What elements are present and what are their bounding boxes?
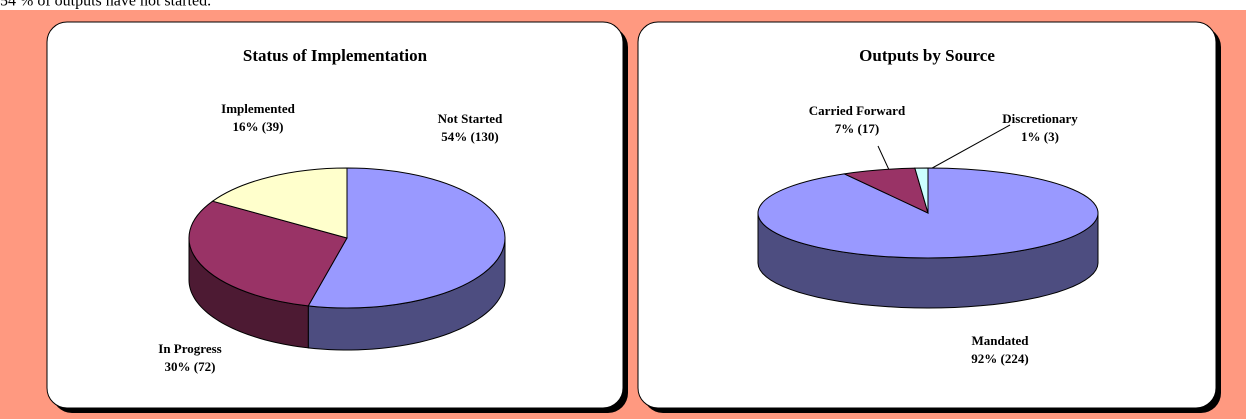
slice-name: Mandated	[971, 333, 1029, 348]
slice-name: Not Started	[438, 111, 503, 126]
leader-line	[924, 124, 1011, 173]
pie-slice	[914, 167, 929, 214]
chart-title: Status of Implementation	[243, 46, 428, 65]
slice-name: Implemented	[221, 101, 295, 116]
slice-value-label: 30% (72)	[165, 359, 216, 374]
pie-slice	[307, 167, 506, 309]
slice-value-label: 7% (17)	[835, 121, 879, 136]
slice-value-label: 92% (224)	[971, 351, 1028, 366]
slice-value-label: 1% (3)	[1021, 129, 1059, 144]
slice-value-label: 16% (39)	[233, 119, 284, 134]
slice-name: In Progress	[158, 341, 221, 356]
chart-title: Outputs by Source	[859, 46, 995, 65]
slice-name: Discretionary	[1002, 111, 1078, 126]
pie-slice	[211, 167, 348, 239]
caption: 54 % of outputs have not started.	[0, 0, 211, 10]
leader-line	[877, 145, 891, 173]
slice-name: Carried Forward	[809, 103, 906, 118]
slice-value-label: 54% (130)	[441, 129, 498, 144]
